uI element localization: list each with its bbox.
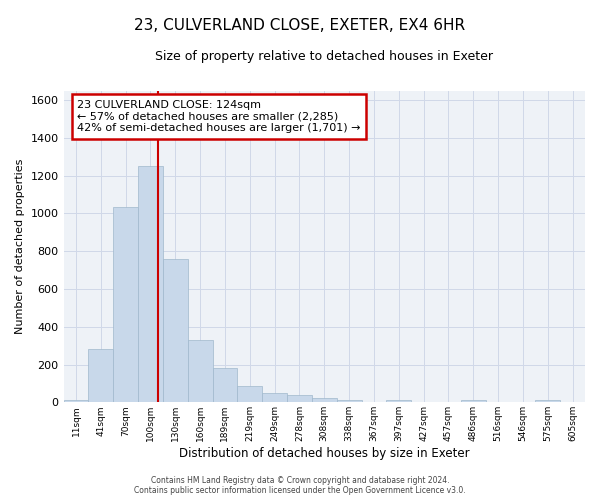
Bar — [386, 400, 411, 402]
Text: 23, CULVERLAND CLOSE, EXETER, EX4 6HR: 23, CULVERLAND CLOSE, EXETER, EX4 6HR — [134, 18, 466, 32]
Bar — [535, 400, 560, 402]
Bar — [262, 393, 287, 402]
Y-axis label: Number of detached properties: Number of detached properties — [15, 158, 25, 334]
Bar — [337, 400, 362, 402]
Bar — [113, 206, 138, 402]
Bar — [312, 398, 337, 402]
Bar — [461, 400, 485, 402]
Bar — [88, 350, 113, 403]
Bar — [163, 258, 188, 402]
X-axis label: Distribution of detached houses by size in Exeter: Distribution of detached houses by size … — [179, 447, 470, 460]
Bar — [212, 368, 238, 402]
Bar — [138, 166, 163, 402]
Title: Size of property relative to detached houses in Exeter: Size of property relative to detached ho… — [155, 50, 493, 63]
Bar — [188, 340, 212, 402]
Text: 23 CULVERLAND CLOSE: 124sqm
← 57% of detached houses are smaller (2,285)
42% of : 23 CULVERLAND CLOSE: 124sqm ← 57% of det… — [77, 100, 361, 133]
Bar — [238, 386, 262, 402]
Bar — [64, 400, 88, 402]
Bar — [287, 395, 312, 402]
Text: Contains HM Land Registry data © Crown copyright and database right 2024.
Contai: Contains HM Land Registry data © Crown c… — [134, 476, 466, 495]
